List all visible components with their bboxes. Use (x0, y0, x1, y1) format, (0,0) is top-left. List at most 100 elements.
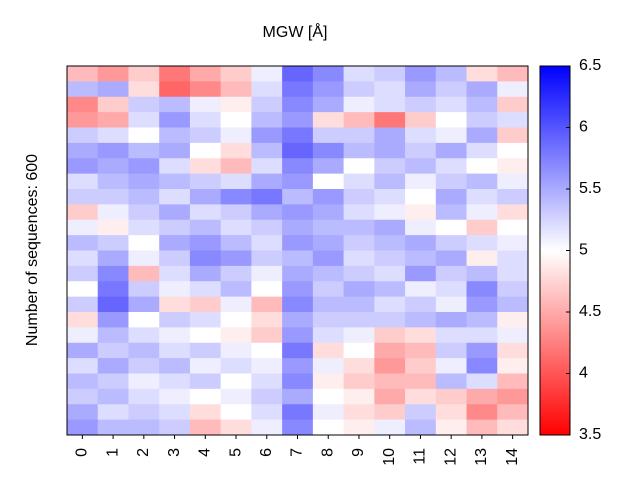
heatmap-cell (343, 281, 375, 298)
heatmap-cell (97, 388, 129, 405)
heatmap-cell (312, 404, 345, 421)
heatmap-cell (435, 250, 468, 267)
heatmap-cell (282, 66, 314, 82)
x-tick-label: 7 (289, 448, 306, 457)
heatmap-cell (97, 219, 129, 236)
heatmap-cell (466, 158, 498, 175)
heatmap-cell (251, 327, 283, 344)
heatmap-cell (466, 112, 498, 128)
heatmap-cell (189, 404, 222, 421)
heatmap-cell (189, 158, 222, 175)
heatmap-cell (97, 235, 129, 251)
heatmap-cell (97, 142, 129, 159)
heatmap-cell (128, 142, 160, 159)
heatmap-cell (343, 265, 375, 282)
heatmap-cell (497, 204, 529, 221)
heatmap-cell (343, 127, 375, 144)
heatmap-cell (435, 235, 468, 251)
heatmap-cell (128, 219, 160, 236)
heatmap-cell (435, 189, 468, 205)
heatmap-cell (97, 96, 129, 113)
heatmap-cell (466, 219, 498, 236)
heatmap-cell (497, 96, 529, 113)
colorbar-tick-label: 4 (579, 365, 588, 382)
x-tick-label: 2 (135, 448, 152, 457)
heatmap-cell (128, 127, 160, 144)
heatmap-cell (67, 219, 99, 236)
heatmap-cell (67, 342, 99, 359)
heatmap-cell (251, 142, 283, 159)
heatmap-cell (312, 373, 345, 390)
heatmap-cell (374, 127, 406, 144)
heatmap-cell (67, 265, 99, 282)
heatmap-cell (374, 96, 406, 113)
heatmap-cell (251, 189, 283, 205)
heatmap-cell (374, 373, 406, 390)
heatmap-cell (97, 112, 129, 128)
heatmap-cell (374, 358, 406, 374)
heatmap-cell (343, 373, 375, 390)
heatmap-cell (282, 327, 314, 344)
heatmap-cell (220, 419, 252, 436)
heatmap-cell (128, 265, 160, 282)
heatmap-cell (343, 142, 375, 159)
heatmap-cell (67, 189, 99, 205)
heatmap-cell (466, 312, 498, 328)
heatmap-cell (343, 204, 375, 221)
heatmap-cell (282, 127, 314, 144)
colorbar-tick-label: 5 (579, 242, 588, 259)
heatmap-cell (312, 358, 345, 374)
heatmap-cell (67, 281, 99, 298)
x-tick-label: 3 (166, 448, 183, 457)
heatmap-cell (67, 204, 99, 221)
heatmap-cell (405, 204, 437, 221)
heatmap-cell (282, 142, 314, 159)
heatmap-cell (159, 342, 191, 359)
heatmap-cell (312, 158, 345, 175)
heatmap-cell (128, 388, 160, 405)
heatmap-cell (282, 419, 314, 436)
x-tick-label: 12 (442, 448, 459, 466)
heatmap-cell (97, 158, 129, 175)
colorbar-tick-label: 5.5 (579, 180, 601, 197)
heatmap-cell (312, 173, 345, 190)
heatmap-cell (97, 312, 129, 328)
heatmap-cell (282, 112, 314, 128)
heatmap-cell (312, 66, 345, 82)
heatmap-cell (282, 173, 314, 190)
heatmap-cell (466, 281, 498, 298)
heatmap-cell (220, 296, 252, 313)
heatmap-cell (159, 250, 191, 267)
heatmap-cell (343, 296, 375, 313)
heatmap-cell (374, 66, 406, 82)
heatmap-cell (374, 158, 406, 175)
heatmap-cell (312, 81, 345, 98)
heatmap-cell (220, 96, 252, 113)
heatmap-cell (189, 358, 222, 374)
heatmap-cell (220, 312, 252, 328)
heatmap-cell (67, 419, 99, 436)
heatmap-cell (497, 235, 529, 251)
heatmap-cell (128, 158, 160, 175)
heatmap-cell (128, 189, 160, 205)
heatmap-cell (405, 358, 437, 374)
heatmap-cell (466, 404, 498, 421)
heatmap-cell (466, 142, 498, 159)
heatmap-cell (282, 265, 314, 282)
heatmap-cell (497, 81, 529, 98)
heatmap-cell (405, 296, 437, 313)
heatmap-cell (67, 296, 99, 313)
heatmap-cell (251, 250, 283, 267)
heatmap-cell (189, 419, 222, 436)
heatmap-cell (159, 388, 191, 405)
heatmap-cell (220, 327, 252, 344)
heatmap-cell (435, 388, 468, 405)
heatmap-cell (497, 173, 529, 190)
heatmap-cell (251, 265, 283, 282)
heatmap-cell (189, 189, 222, 205)
heatmap-cell (159, 265, 191, 282)
heatmap-cell (159, 142, 191, 159)
heatmap-cell (97, 327, 129, 344)
heatmap-cell (282, 235, 314, 251)
heatmap-cell (405, 112, 437, 128)
